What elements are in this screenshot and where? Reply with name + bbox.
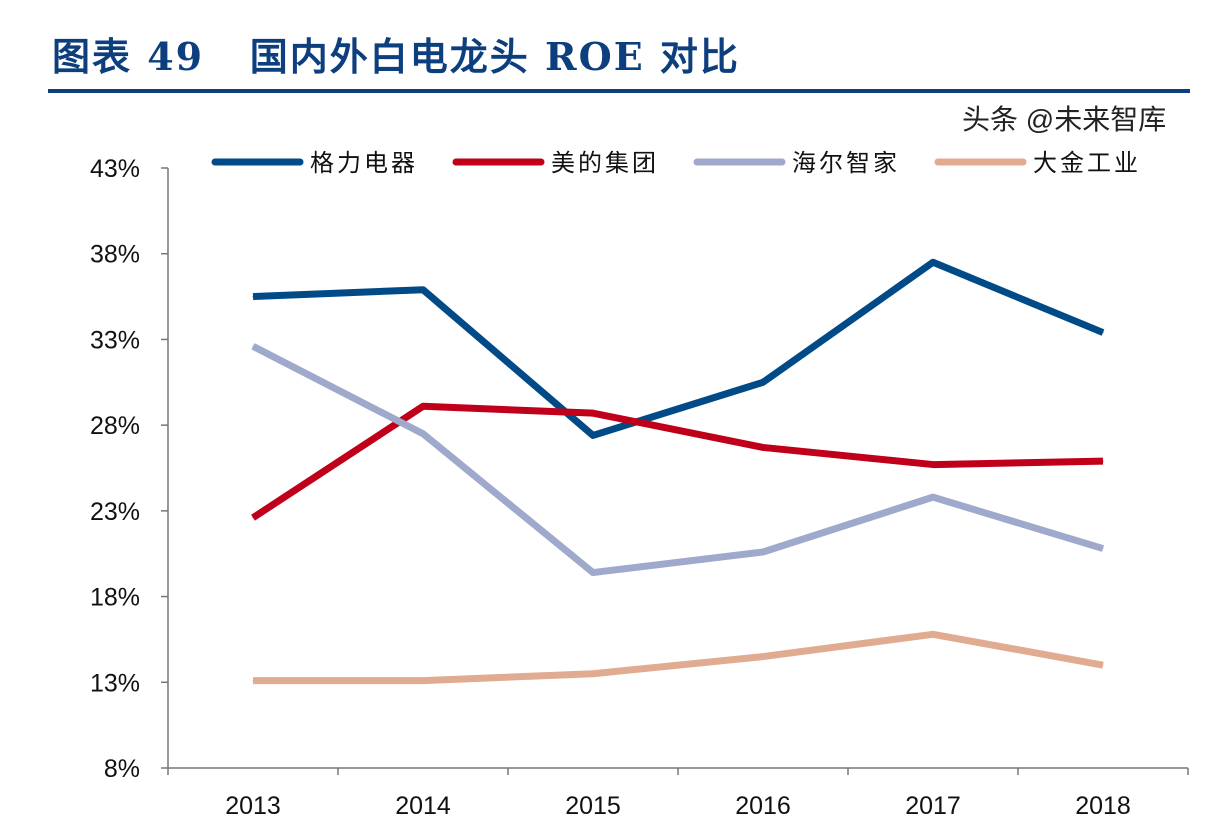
- y-tick-label: 28%: [90, 412, 140, 440]
- data-point: [1102, 332, 1104, 334]
- data-point: [932, 496, 934, 498]
- data-point: [422, 433, 424, 435]
- series-line-格力电器: [252, 258, 1105, 439]
- x-tick-label: 2018: [1075, 792, 1131, 820]
- data-point: [252, 296, 254, 298]
- x-tick-label: 2013: [225, 792, 281, 820]
- y-tick-label: 13%: [90, 669, 140, 697]
- data-point: [592, 673, 594, 675]
- data-point: [932, 633, 934, 635]
- data-point: [252, 517, 254, 519]
- data-point: [592, 434, 594, 436]
- y-tick-label: 43%: [90, 155, 140, 183]
- data-point: [762, 446, 764, 448]
- data-point: [1102, 664, 1104, 666]
- data-point: [932, 261, 934, 263]
- data-point: [422, 289, 424, 291]
- y-tick-label: 38%: [90, 241, 140, 269]
- legend-label: 大金工业: [1033, 149, 1141, 177]
- data-point: [592, 412, 594, 414]
- data-point: [1102, 460, 1104, 462]
- y-tick-label: 23%: [90, 498, 140, 526]
- legend-label: 格力电器: [310, 149, 418, 177]
- data-point: [252, 345, 254, 347]
- data-point: [422, 680, 424, 682]
- data-point: [762, 381, 764, 383]
- x-tick-label: 2014: [395, 792, 451, 820]
- y-tick-label: 8%: [104, 755, 140, 783]
- title-underline: [48, 89, 1190, 93]
- data-point: [1102, 548, 1104, 550]
- x-tick-label: 2017: [905, 792, 961, 820]
- series-line-大金工业: [253, 630, 1104, 685]
- data-point: [762, 656, 764, 658]
- x-tick-label: 2016: [735, 792, 791, 820]
- watermark: 头条 @未来智库: [962, 104, 1167, 135]
- x-tick-label: 2015: [565, 792, 621, 820]
- legend-label: 美的集团: [551, 149, 659, 177]
- y-tick-label: 33%: [90, 326, 140, 354]
- data-point: [422, 405, 424, 407]
- y-tick-label: 18%: [90, 584, 140, 612]
- data-point: [762, 551, 764, 553]
- legend-label: 海尔智家: [792, 149, 900, 177]
- series-line-美的集团: [251, 402, 1104, 521]
- data-point: [932, 464, 934, 466]
- data-point: [592, 572, 594, 574]
- chart-title: 图表 49 国内外白电龙头 ROE 对比: [52, 34, 740, 79]
- data-point: [252, 680, 254, 682]
- series-line-海尔智家: [251, 343, 1105, 577]
